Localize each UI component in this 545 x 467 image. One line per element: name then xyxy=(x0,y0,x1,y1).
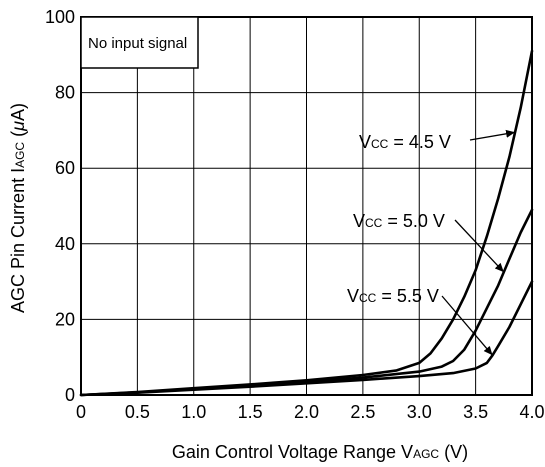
annotation-label: VCC = 5.0 V xyxy=(353,211,445,231)
grid xyxy=(80,16,533,396)
y-tick-labels: 0 20 40 60 80 100 xyxy=(45,7,75,405)
x-tick-label: 2.0 xyxy=(294,402,319,422)
y-axis-label-unit-open: ( xyxy=(8,131,28,142)
y-tick-label: 100 xyxy=(45,7,75,27)
plot-frame xyxy=(80,16,533,396)
x-axis-label-main: Gain Control Voltage Range V xyxy=(172,442,413,462)
note-text: No input signal xyxy=(88,35,187,52)
y-axis-label-unit-rest: A) xyxy=(8,103,28,121)
x-tick-label: 2.5 xyxy=(350,402,375,422)
y-axis-label-main: AGC Pin Current I xyxy=(8,168,28,313)
annotation-label: VCC = 4.5 V xyxy=(359,132,451,152)
no-input-note: No input signal xyxy=(80,16,199,69)
annotation-arrow xyxy=(441,295,494,356)
y-axis-label-unit-mu: μ xyxy=(8,121,28,132)
series-line-3 xyxy=(79,280,534,397)
x-tick-label: 1.0 xyxy=(181,402,206,422)
annotation-arrow xyxy=(454,219,505,273)
x-tick-label: 1.5 xyxy=(238,402,263,422)
annotation-arrow xyxy=(469,129,516,141)
annotation-label-sub: CC xyxy=(359,291,377,305)
x-tick-label: 3.0 xyxy=(407,402,432,422)
y-axis-label: AGC Pin Current IAGC (μA) xyxy=(8,103,28,313)
x-tick-label: 0 xyxy=(76,402,86,422)
x-axis-label-sub: AGC xyxy=(413,447,439,461)
x-tick-label: 3.5 xyxy=(463,402,488,422)
annotation-label-main: V xyxy=(353,211,365,231)
annotation-label-sub: CC xyxy=(371,137,389,151)
annotation-label-rest: = 4.5 V xyxy=(388,132,451,152)
annotation-label-rest: = 5.0 V xyxy=(382,211,445,231)
x-axis-label-unit: (V) xyxy=(439,442,468,462)
y-axis-label-sub: AGC xyxy=(13,142,27,168)
x-tick-label: 4.0 xyxy=(519,402,544,422)
annotation-1: VCC = 4.5 V xyxy=(359,129,516,152)
x-tick-labels: 0 0.5 1.0 1.5 2.0 2.5 3.0 3.5 4.0 xyxy=(76,402,545,422)
annotation-label-rest: = 5.5 V xyxy=(376,286,439,306)
x-axis-label: Gain Control Voltage Range VAGC (V) xyxy=(172,442,468,462)
y-tick-label: 20 xyxy=(55,309,75,329)
annotation-3: VCC = 5.5 V xyxy=(347,286,494,356)
annotation-label-main: V xyxy=(359,132,371,152)
y-tick-label: 80 xyxy=(55,83,75,103)
y-tick-label: 40 xyxy=(55,234,75,254)
annotation-label-main: V xyxy=(347,286,359,306)
annotation-label-sub: CC xyxy=(365,216,383,230)
annotation-2: VCC = 5.0 V xyxy=(353,211,505,273)
y-tick-label: 60 xyxy=(55,158,75,178)
y-tick-label: 0 xyxy=(65,385,75,405)
note-box xyxy=(80,16,199,69)
annotation-label: VCC = 5.5 V xyxy=(347,286,439,306)
x-tick-label: 0.5 xyxy=(125,402,150,422)
